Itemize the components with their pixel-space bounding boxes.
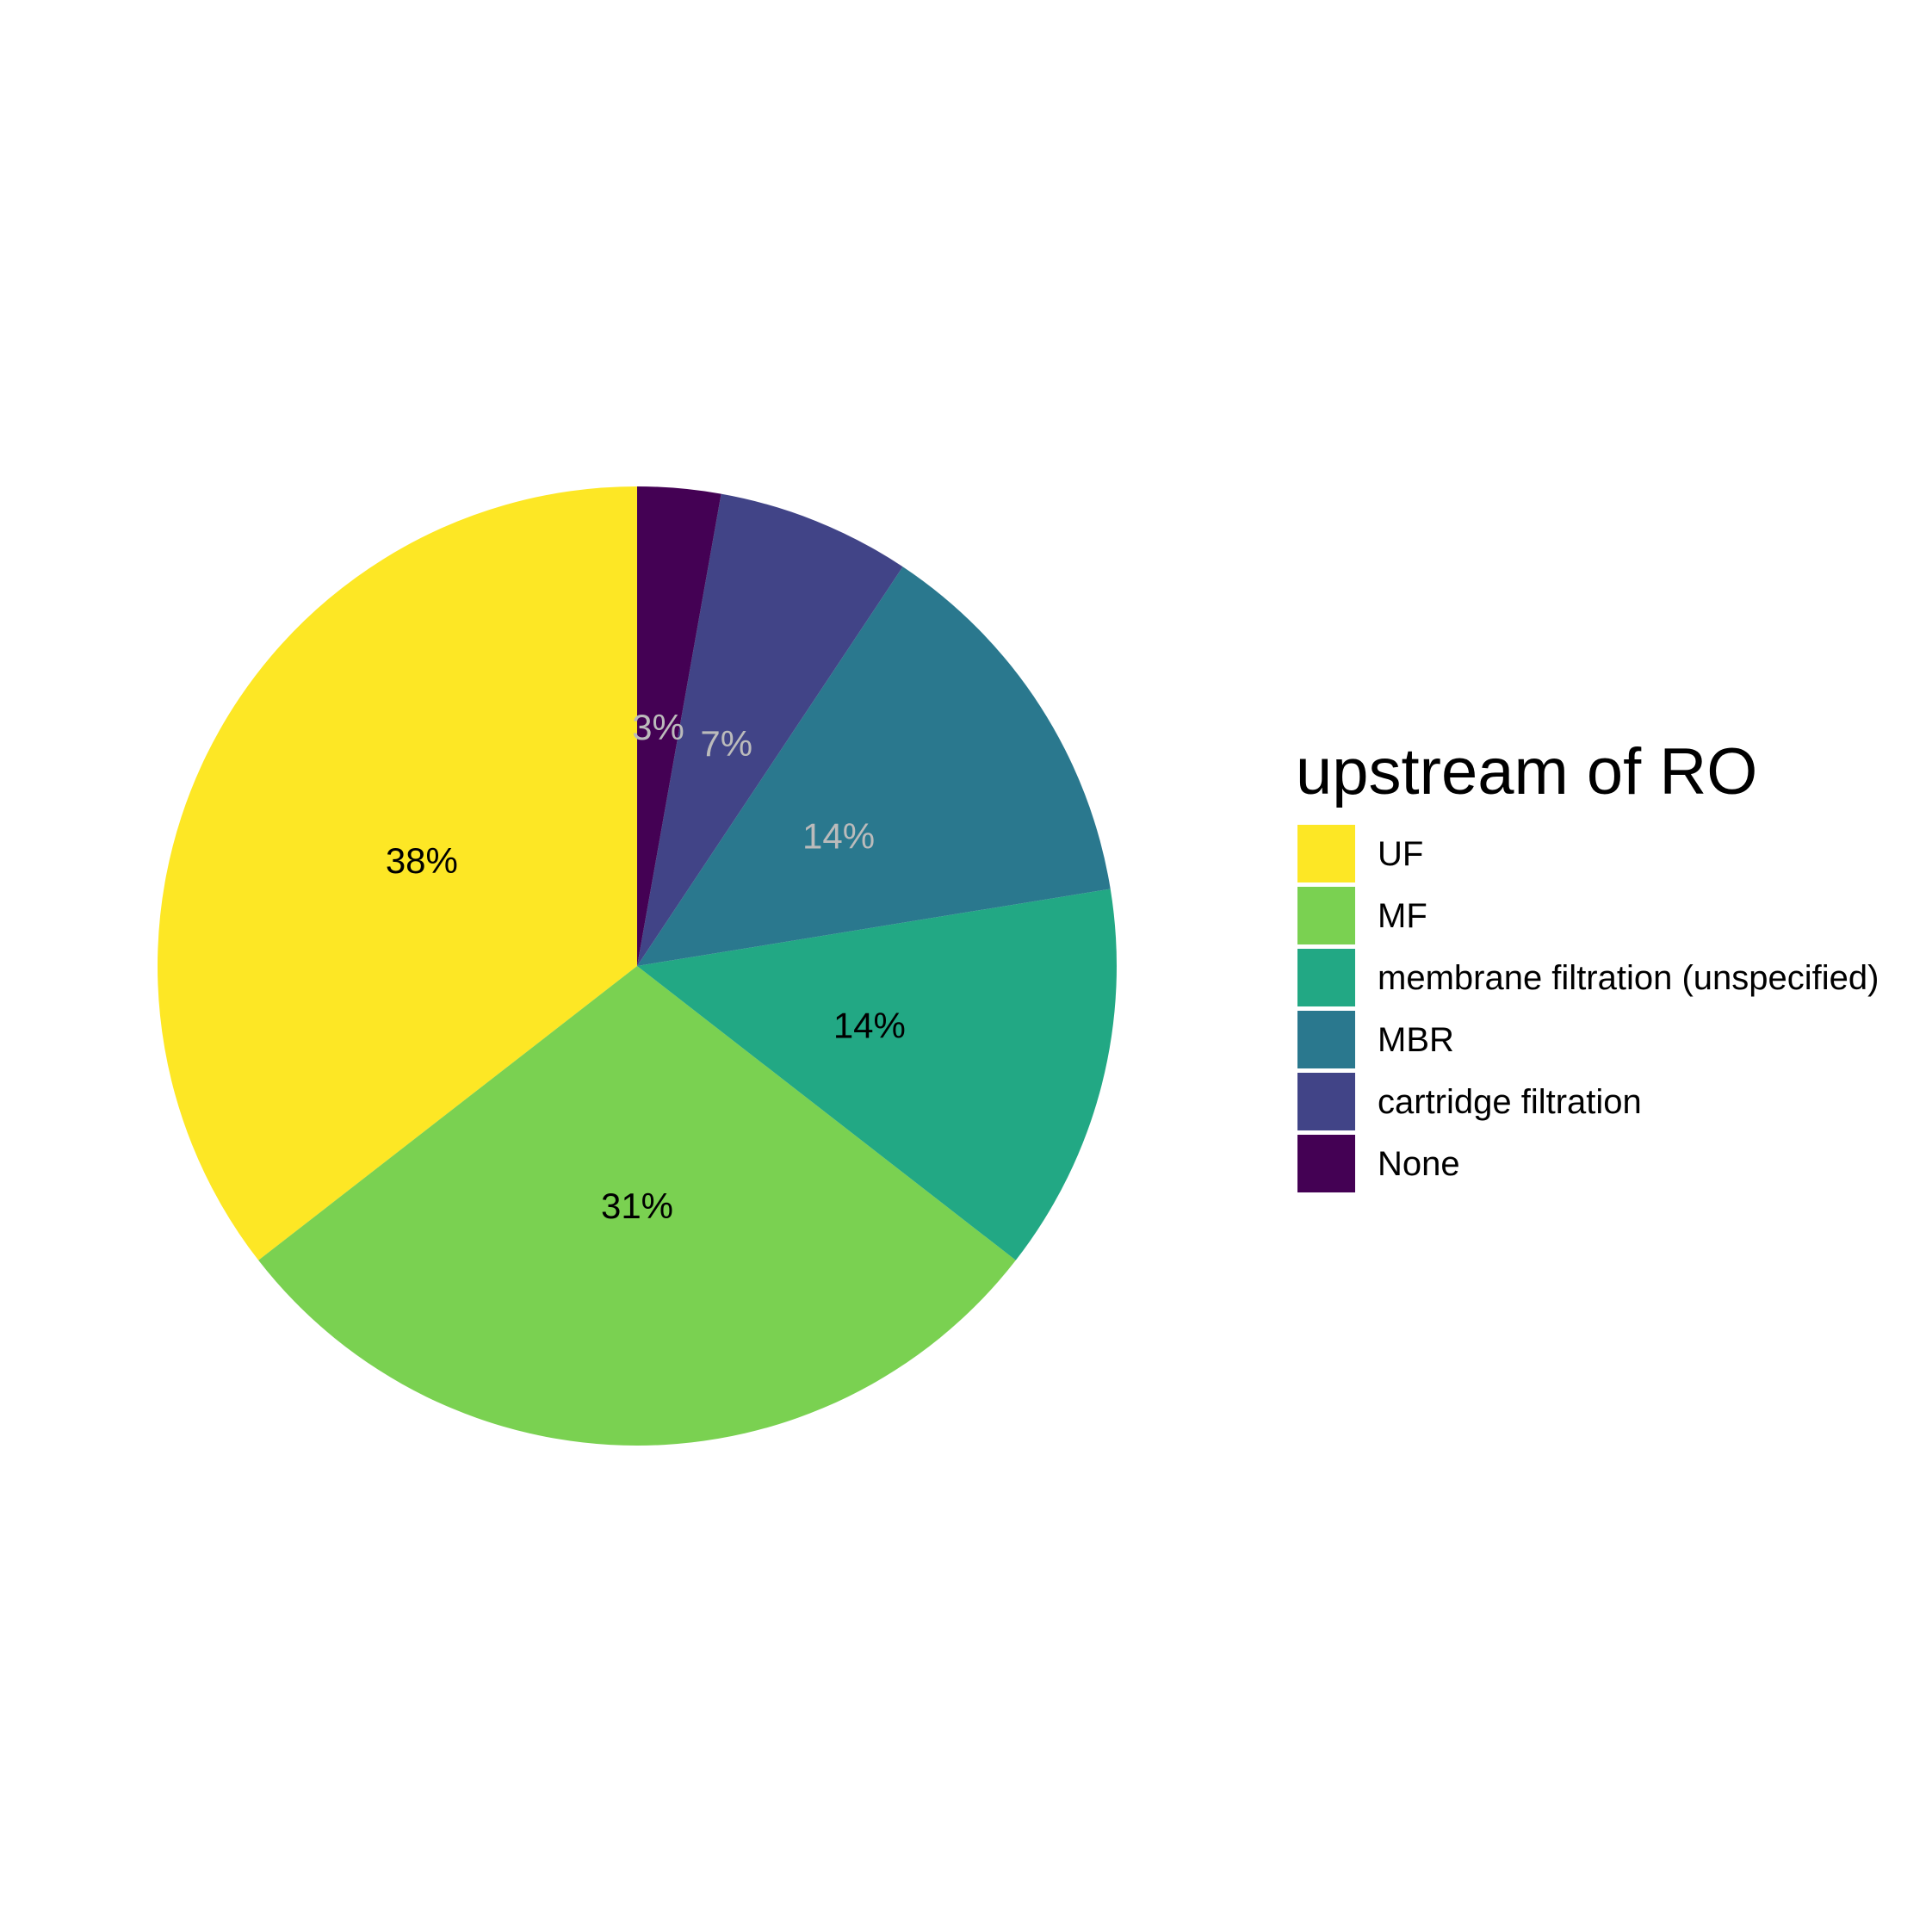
legend-label-membrane-filtration-unspecified: membrane filtration (unspecified)	[1378, 959, 1879, 997]
legend-swatch-membrane-filtration-unspecified	[1297, 949, 1355, 1006]
legend: upstream of RO UF MF membrane filtration (…	[1296, 735, 1879, 1192]
slice-label-membrane-filtration-unspecified: 14%	[833, 1005, 906, 1045]
pie-slice-membrane-filtration-unspecified	[637, 889, 1117, 1260]
slice-label-mf: 31%	[601, 1186, 673, 1226]
legend-label-mf: MF	[1378, 897, 1427, 935]
pie-slice-uf	[157, 486, 637, 1260]
legend-swatch-cartridge-filtration	[1297, 1073, 1355, 1130]
legend-label-cartridge-filtration: cartridge filtration	[1378, 1083, 1642, 1121]
legend-label-none: None	[1378, 1145, 1460, 1183]
pie-slice-cartridge-filtration	[637, 493, 903, 966]
legend-label-mbr: MBR	[1378, 1021, 1454, 1059]
pie-slice-mf	[258, 966, 1016, 1446]
legend-swatch-mf	[1297, 887, 1355, 944]
slice-label-uf: 38%	[386, 840, 458, 881]
legend-label-uf: UF	[1378, 835, 1423, 873]
legend-title: upstream of RO	[1296, 735, 1757, 808]
pie-slice-mbr	[637, 567, 1111, 966]
legend-swatch-uf	[1297, 825, 1355, 882]
pie-slice-none	[637, 486, 721, 966]
legend-swatch-mbr	[1297, 1011, 1355, 1068]
slice-label-mbr: 14%	[802, 816, 875, 857]
legend-swatch-none	[1297, 1135, 1355, 1192]
slice-label-cartridge-filtration: 7%	[700, 723, 752, 764]
slice-label-none: 3%	[632, 707, 684, 747]
pie-slice-labels: 38% 31% 14% 14% 7% 3%	[386, 707, 906, 1226]
legend-items: UF MF membrane filtration (unspecified) MBR…	[1297, 825, 1879, 1192]
pie-slices	[157, 486, 1117, 1446]
